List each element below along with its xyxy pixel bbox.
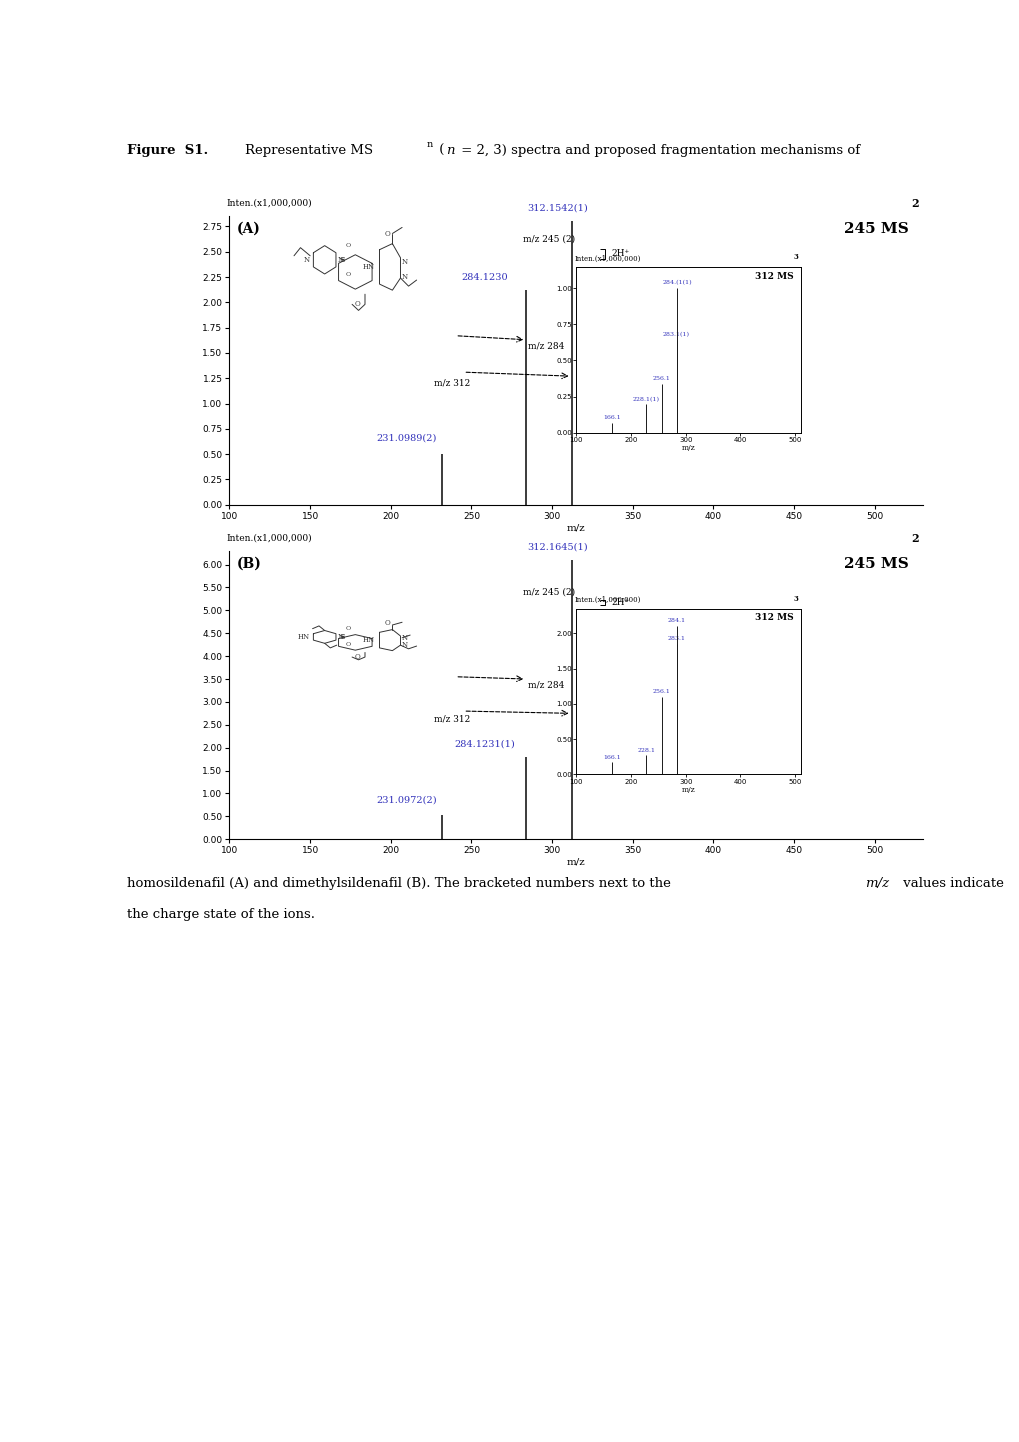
Text: O: O	[354, 300, 360, 309]
Text: n: n	[445, 144, 453, 157]
Text: Representative MS: Representative MS	[245, 144, 373, 157]
Text: 231.0972(2): 231.0972(2)	[376, 796, 437, 805]
Text: 2H⁺: 2H⁺	[611, 249, 630, 258]
Text: 3: 3	[793, 254, 797, 261]
Text: 2H⁺: 2H⁺	[611, 598, 630, 607]
Text: 256.1: 256.1	[652, 376, 671, 381]
Text: O: O	[354, 653, 360, 660]
Text: 283.1(1): 283.1(1)	[662, 333, 689, 337]
Text: 231.0989(2): 231.0989(2)	[376, 434, 437, 443]
Text: (: (	[434, 144, 443, 157]
Text: 245 MS: 245 MS	[844, 557, 908, 571]
X-axis label: m/z: m/z	[567, 523, 585, 532]
Text: 284.1231(1): 284.1231(1)	[454, 740, 515, 748]
Text: S: S	[339, 255, 344, 264]
Text: m/z 245 (2): m/z 245 (2)	[523, 588, 575, 597]
Text: HN: HN	[362, 262, 374, 271]
Text: 245 MS: 245 MS	[844, 222, 908, 236]
Text: 2: 2	[910, 534, 918, 544]
Text: N: N	[401, 634, 408, 642]
Text: 283.1: 283.1	[666, 636, 685, 642]
Text: the charge state of the ions.: the charge state of the ions.	[127, 908, 315, 921]
Text: O: O	[384, 229, 390, 238]
Text: m/z 312: m/z 312	[433, 378, 470, 388]
Text: 312 MS: 312 MS	[755, 613, 793, 623]
Text: N: N	[337, 633, 343, 640]
Text: O: O	[345, 642, 351, 647]
Text: N: N	[401, 640, 408, 649]
X-axis label: m/z: m/z	[681, 786, 695, 795]
Text: HN: HN	[298, 633, 310, 640]
Text: m/z 312: m/z 312	[433, 714, 470, 724]
Text: O: O	[345, 273, 351, 277]
X-axis label: m/z: m/z	[567, 858, 585, 867]
Text: m/z: m/z	[864, 877, 889, 890]
Text: N: N	[401, 258, 408, 265]
Text: 3: 3	[793, 596, 797, 603]
Text: 312.1542(1): 312.1542(1)	[527, 203, 588, 213]
Text: O: O	[345, 242, 351, 248]
Text: Inten.(x1,000,000): Inten.(x1,000,000)	[574, 596, 640, 604]
Text: m/z 284: m/z 284	[528, 681, 564, 689]
Text: 256.1: 256.1	[652, 689, 671, 694]
Text: N: N	[401, 273, 408, 281]
Text: 312 MS: 312 MS	[755, 271, 793, 281]
Text: O: O	[345, 626, 351, 632]
X-axis label: m/z: m/z	[681, 444, 695, 453]
Text: (A): (A)	[236, 222, 260, 236]
Text: homosildenafil (A) and dimethylsildenafil (B). The bracketed numbers next to the: homosildenafil (A) and dimethylsildenafi…	[127, 877, 675, 890]
Text: Inten.(x1,000,000): Inten.(x1,000,000)	[574, 254, 640, 262]
Text: 2: 2	[910, 199, 918, 209]
Text: 228.1: 228.1	[637, 747, 655, 753]
Text: = 2, 3) spectra and proposed fragmentation mechanisms of: = 2, 3) spectra and proposed fragmentati…	[457, 144, 859, 157]
Text: m/z 245 (2): m/z 245 (2)	[523, 235, 575, 244]
Text: values indicate: values indicate	[898, 877, 1003, 890]
Text: n: n	[426, 140, 432, 149]
Text: 284.1230: 284.1230	[461, 273, 507, 281]
Text: N: N	[337, 255, 343, 264]
Text: N: N	[304, 255, 310, 264]
Text: (B): (B)	[236, 557, 261, 571]
Text: S: S	[339, 633, 344, 640]
Text: HN: HN	[362, 636, 374, 645]
Text: 312.1645(1): 312.1645(1)	[527, 542, 588, 552]
Text: Inten.(x1,000,000): Inten.(x1,000,000)	[226, 199, 312, 208]
Text: 284.1: 284.1	[667, 619, 686, 623]
Text: Inten.(x1,000,000): Inten.(x1,000,000)	[226, 534, 312, 542]
Text: m/z 284: m/z 284	[528, 342, 564, 350]
Text: 228.1(1): 228.1(1)	[633, 397, 659, 402]
Text: Figure  S1.: Figure S1.	[127, 144, 209, 157]
Text: 284.(1(1): 284.(1(1)	[661, 281, 691, 286]
Text: 166.1: 166.1	[603, 415, 621, 420]
Text: 166.1: 166.1	[603, 754, 621, 760]
Text: O: O	[384, 619, 390, 627]
